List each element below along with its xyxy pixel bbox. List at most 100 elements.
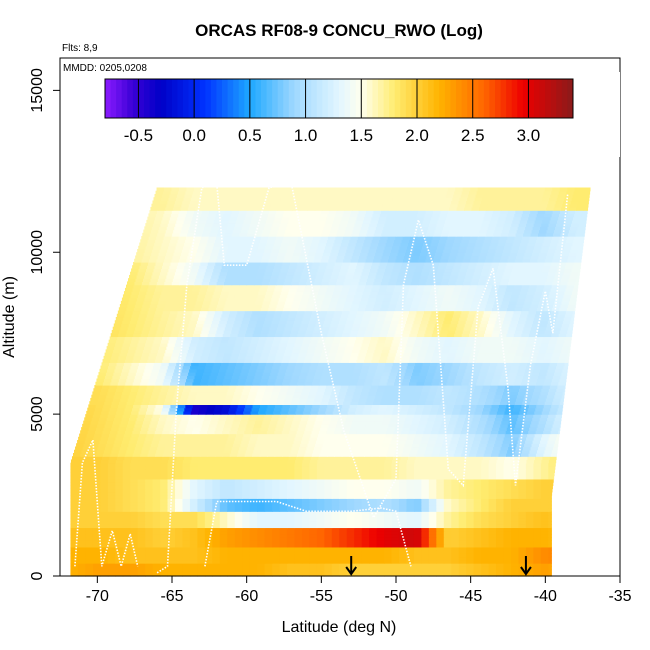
heatmap-cell — [160, 556, 169, 561]
heatmap-cell — [408, 336, 417, 341]
heatmap-cell — [152, 436, 161, 441]
heatmap-cell — [453, 381, 462, 386]
heatmap-cell — [158, 372, 167, 376]
heatmap-cell — [115, 388, 124, 393]
heatmap-cell — [242, 517, 251, 522]
heatmap-cell — [142, 397, 151, 402]
heatmap-cell — [533, 546, 542, 551]
heatmap-cell — [425, 352, 434, 357]
heatmap-cell — [301, 440, 310, 444]
heatmap-cell — [194, 375, 203, 380]
heatmap-cell — [224, 423, 233, 428]
heatmap-cell — [289, 333, 298, 338]
heatmap-cell — [220, 410, 229, 415]
heatmap-cell — [466, 501, 475, 506]
heatmap-cell — [112, 375, 121, 380]
heatmap-cell — [167, 537, 176, 541]
heatmap-cell — [223, 401, 232, 406]
heatmap-cell — [503, 482, 512, 486]
heatmap-cell — [369, 556, 378, 561]
heatmap-cell — [174, 537, 184, 541]
heatmap-cell — [345, 417, 354, 422]
heatmap-cell — [246, 375, 255, 380]
heatmap-cell — [398, 556, 408, 561]
heatmap-cell — [560, 326, 569, 331]
heatmap-cell — [272, 563, 281, 567]
heatmap-cell — [190, 410, 199, 415]
heatmap-cell — [301, 559, 310, 564]
heatmap-cell — [481, 436, 490, 441]
heatmap-cell — [430, 384, 439, 389]
heatmap-cell — [458, 553, 467, 558]
heatmap-cell — [85, 572, 94, 577]
heatmap-cell — [77, 520, 86, 525]
heatmap-cell — [346, 478, 355, 483]
heatmap-cell — [518, 475, 527, 480]
heatmap-cell — [421, 469, 430, 473]
heatmap-cell — [191, 456, 200, 461]
heatmap-cell — [116, 433, 125, 438]
heatmap-cell — [477, 423, 486, 428]
heatmap-cell — [189, 475, 198, 480]
heatmap-cell — [406, 553, 415, 558]
heatmap-cell — [118, 378, 127, 383]
heatmap-cell — [496, 365, 505, 370]
heatmap-cell — [242, 414, 251, 418]
heatmap-cell — [294, 436, 303, 441]
heatmap-cell — [381, 420, 390, 425]
heatmap-cell — [515, 326, 525, 331]
heatmap-cell — [266, 456, 275, 461]
heatmap-cell — [115, 485, 124, 490]
heatmap-cell — [191, 336, 200, 341]
heatmap-cell — [122, 540, 131, 545]
heatmap-cell — [316, 508, 325, 512]
heatmap-cell — [384, 436, 393, 441]
heatmap-cell — [384, 388, 393, 393]
chart-title: ORCAS RF08-9 CONCU_RWO (Log) — [195, 21, 483, 40]
heatmap-cell — [166, 323, 175, 328]
heatmap-cell — [465, 368, 474, 373]
heatmap-cell — [104, 375, 113, 380]
heatmap-cell — [231, 352, 240, 357]
heatmap-cell — [249, 556, 258, 561]
heatmap-cell — [492, 449, 501, 454]
heatmap-cell — [209, 375, 218, 380]
heatmap-cell — [376, 391, 385, 396]
heatmap-cell — [212, 495, 221, 499]
heatmap-cell — [189, 556, 198, 561]
heatmap-cell — [537, 352, 546, 357]
heatmap-cell — [489, 433, 498, 438]
heatmap-cell — [481, 469, 490, 473]
heatmap-cell — [429, 436, 438, 441]
heatmap-cell — [510, 514, 520, 519]
heatmap-cell — [540, 391, 549, 396]
heatmap-cell — [479, 372, 488, 376]
heatmap-cell — [77, 517, 86, 522]
heatmap-cell — [215, 333, 224, 338]
heatmap-cell — [309, 527, 318, 532]
heatmap-cell — [152, 514, 161, 519]
heatmap-cell — [396, 420, 405, 425]
heatmap-cell — [418, 375, 427, 380]
heatmap-cell — [104, 352, 113, 357]
heatmap-cell — [341, 381, 350, 386]
heatmap-cell — [454, 355, 463, 360]
heatmap-cell — [167, 543, 176, 548]
heatmap-cell — [466, 517, 475, 522]
heatmap-cell — [473, 572, 482, 577]
heatmap-cell — [198, 339, 207, 344]
heatmap-cell — [376, 527, 385, 532]
heatmap-cell — [316, 465, 325, 470]
heatmap-cell — [218, 346, 227, 350]
heatmap-cell — [451, 469, 460, 473]
heatmap-cell — [99, 417, 108, 422]
heatmap-cell — [503, 436, 512, 441]
heatmap-cell — [249, 543, 258, 548]
heatmap-cell — [242, 495, 251, 499]
heatmap-cell — [443, 508, 452, 512]
heatmap-cell — [391, 491, 400, 496]
heatmap-cell — [119, 329, 128, 334]
heatmap-cell — [315, 417, 324, 422]
heatmap-cell — [391, 498, 400, 503]
heatmap-cell — [490, 384, 499, 389]
